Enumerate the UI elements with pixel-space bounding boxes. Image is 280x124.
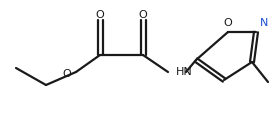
- Text: O: O: [96, 10, 104, 20]
- Text: O: O: [139, 10, 147, 20]
- Text: HN: HN: [176, 67, 193, 77]
- Text: O: O: [62, 69, 71, 79]
- Text: N: N: [260, 18, 268, 28]
- Text: O: O: [224, 18, 232, 28]
